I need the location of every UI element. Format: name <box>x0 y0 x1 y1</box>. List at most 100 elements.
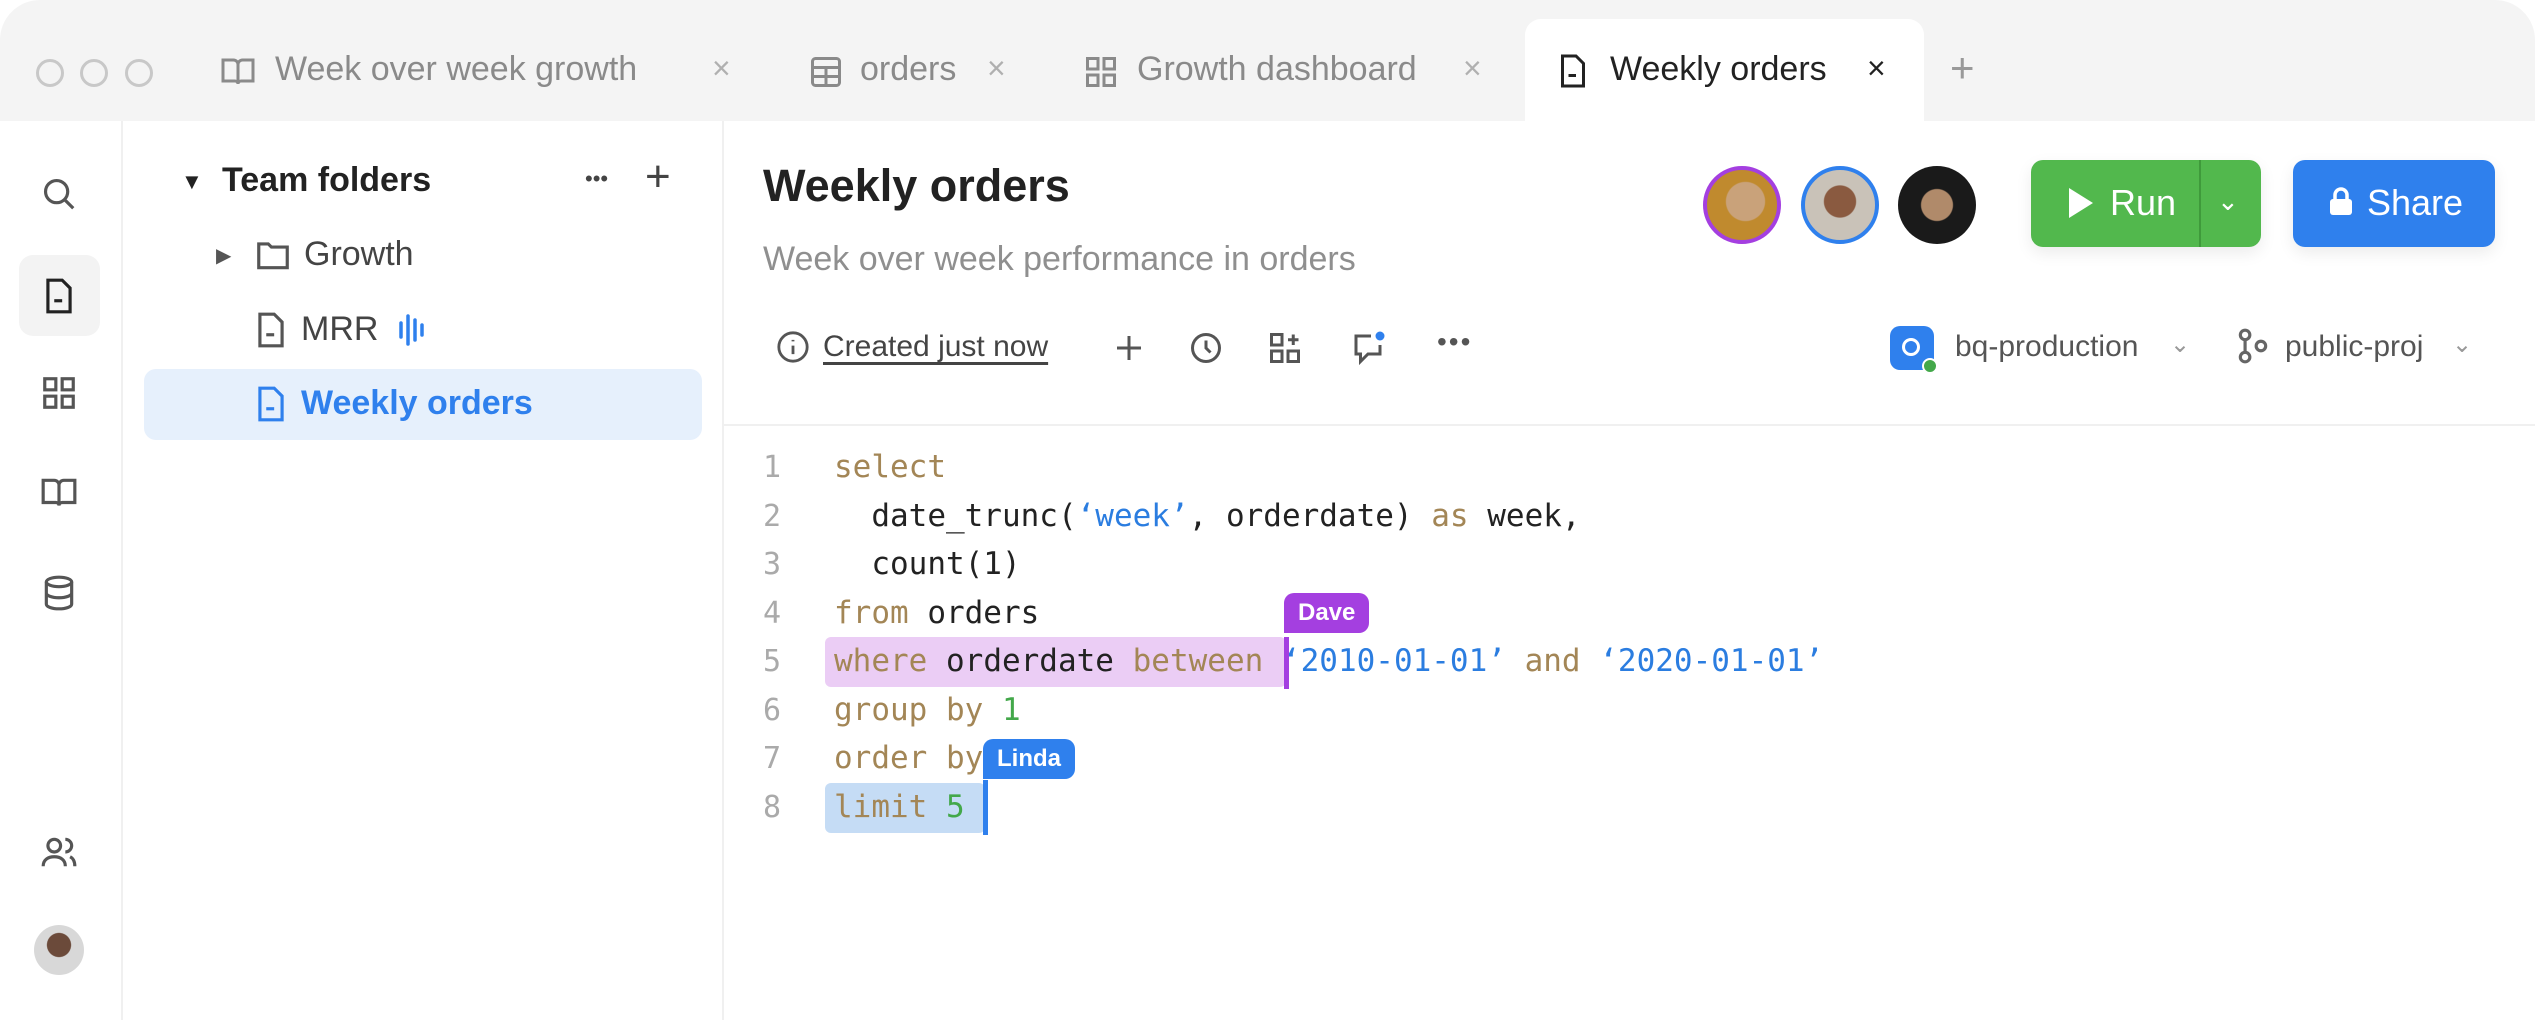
code-token-kw: order by <box>834 740 984 776</box>
code-token-fn: orderdate <box>927 643 1133 679</box>
comment-icon[interactable] <box>1350 330 1386 366</box>
linda-cursor-label: Linda <box>983 739 1075 779</box>
tree-item-weekly-orders[interactable]: Weekly orders <box>301 384 533 422</box>
created-status-link[interactable]: Created just now <box>823 330 1049 363</box>
code-token-num: 1 <box>1001 691 1021 728</box>
page-title[interactable]: Weekly orders <box>763 160 1070 211</box>
project-icon <box>2234 327 2272 365</box>
caret-right-icon[interactable]: ▶ <box>216 245 232 267</box>
line-number: 5 <box>763 644 782 679</box>
more-icon[interactable]: ••• <box>1437 326 1473 357</box>
document-icon <box>252 385 290 423</box>
tab-week-over-week-growth[interactable]: Week over week growth <box>275 50 638 88</box>
tree-item-mrr[interactable]: MRR <box>301 310 379 348</box>
code-token-kw: between <box>1132 643 1264 679</box>
code-token-kw: select <box>834 449 946 485</box>
run-label: Run <box>2110 182 2177 223</box>
document-icon[interactable] <box>40 277 78 315</box>
bigquery-icon <box>1890 326 1938 374</box>
tab-growth-dashboard[interactable]: Growth dashboard <box>1137 50 1417 88</box>
book-icon <box>220 54 256 90</box>
code-token-kw: from <box>834 594 909 631</box>
code-token-fn: week, <box>1468 497 1581 534</box>
more-icon[interactable]: ••• <box>585 166 609 191</box>
collaborator-avatar[interactable] <box>1801 166 1879 244</box>
collaborator-avatar[interactable] <box>1703 166 1781 244</box>
code-line[interactable]: where orderdate between ‘2010-01-01’ and… <box>834 643 1823 679</box>
plus-icon[interactable] <box>1111 330 1147 366</box>
dave-cursor <box>1284 637 1289 689</box>
clock-icon[interactable] <box>1188 330 1224 366</box>
new-tab-button[interactable]: + <box>1950 44 1975 91</box>
code-token-fn: date_trunc( <box>834 497 1077 534</box>
code-line[interactable]: date_trunc(‘week’, orderdate) as week, <box>834 497 1581 534</box>
window-maximize-button[interactable] <box>125 59 153 87</box>
code-line[interactable]: from orders <box>834 595 1039 631</box>
code-token-kw: and <box>1505 643 1600 679</box>
tab-bar: Week over week growth × orders × Growth … <box>0 0 2535 121</box>
page-subtitle[interactable]: Week over week performance in orders <box>763 240 1356 278</box>
folder-panel <box>123 121 724 1020</box>
tab-close-button[interactable]: × <box>712 50 731 86</box>
line-number: 6 <box>763 692 782 728</box>
add-folder-button[interactable]: + <box>645 152 671 201</box>
line-number: 2 <box>763 498 782 534</box>
line-number: 8 <box>763 789 782 825</box>
tab-close-button[interactable]: × <box>987 50 1006 86</box>
share-label: Share <box>2367 182 2464 223</box>
tree-item-selected-bg <box>144 369 702 440</box>
code-token-fn: orders <box>908 594 1040 631</box>
window-close-button[interactable] <box>36 59 64 87</box>
dashboard-icon[interactable] <box>40 374 78 412</box>
tab-orders[interactable]: orders <box>860 50 957 88</box>
tree-item-growth[interactable]: Growth <box>304 235 414 273</box>
share-button[interactable]: Share <box>2293 160 2495 247</box>
line-number: 1 <box>763 450 782 485</box>
caret-down-icon[interactable]: ▼ <box>181 169 203 194</box>
tab-label: Weekly orders <box>1610 50 1827 88</box>
tab-weekly-orders[interactable]: Weekly orders × <box>1525 19 1924 121</box>
users-icon[interactable] <box>40 833 78 871</box>
window-minimize-button[interactable] <box>80 59 108 87</box>
info-icon <box>776 330 812 366</box>
run-options-chevron-icon[interactable]: ⌄ <box>2217 186 2239 216</box>
code-token-str: ‘2020-01-01’ <box>1599 643 1824 679</box>
document-icon <box>252 311 290 349</box>
connection-selector[interactable]: bq-production <box>1955 330 2139 363</box>
chevron-down-icon[interactable]: ⌄ <box>2452 331 2473 358</box>
icon-rail <box>0 121 123 1020</box>
chevron-down-icon[interactable]: ⌄ <box>2170 331 2191 358</box>
code-line[interactable]: count(1) <box>834 546 1020 582</box>
line-number: 4 <box>763 595 782 631</box>
code-token-fn: , orderdate) <box>1188 497 1432 534</box>
code-line[interactable]: limit 5 <box>834 789 965 825</box>
book-icon[interactable] <box>40 474 78 512</box>
add-widget-icon[interactable] <box>1267 330 1303 366</box>
run-button[interactable]: Run ⌄ <box>2031 160 2261 247</box>
rail-selected-bg <box>19 255 100 336</box>
lock-icon <box>2329 186 2353 216</box>
connected-status-dot <box>1922 358 1938 374</box>
avatar[interactable] <box>34 925 84 975</box>
code-token-kw: group by <box>834 691 1002 728</box>
search-icon[interactable] <box>40 175 78 213</box>
code-token-str: ‘week’ <box>1076 497 1189 534</box>
code-token-num: 5 <box>945 788 965 825</box>
project-selector[interactable]: public-proj <box>2285 330 2424 363</box>
code-token-kw: as <box>1431 497 1469 534</box>
dashboard-icon <box>1083 54 1119 90</box>
collaborator-avatar[interactable] <box>1898 166 1976 244</box>
linda-cursor <box>983 780 988 835</box>
code-line[interactable]: group by 1 <box>834 692 1021 728</box>
code-line[interactable]: order by <box>834 740 983 776</box>
tab-close-button[interactable]: × <box>1867 50 1886 86</box>
team-folders-header[interactable]: Team folders <box>222 161 432 199</box>
header-divider <box>724 424 2535 426</box>
code-token-kw: limit <box>834 788 946 825</box>
code-token-str: ‘2010-01-01’ <box>1263 643 1506 679</box>
code-line[interactable]: select <box>834 449 946 485</box>
table-icon <box>808 54 844 90</box>
folder-icon <box>254 236 292 274</box>
database-icon[interactable] <box>40 574 78 612</box>
tab-close-button[interactable]: × <box>1463 50 1482 86</box>
